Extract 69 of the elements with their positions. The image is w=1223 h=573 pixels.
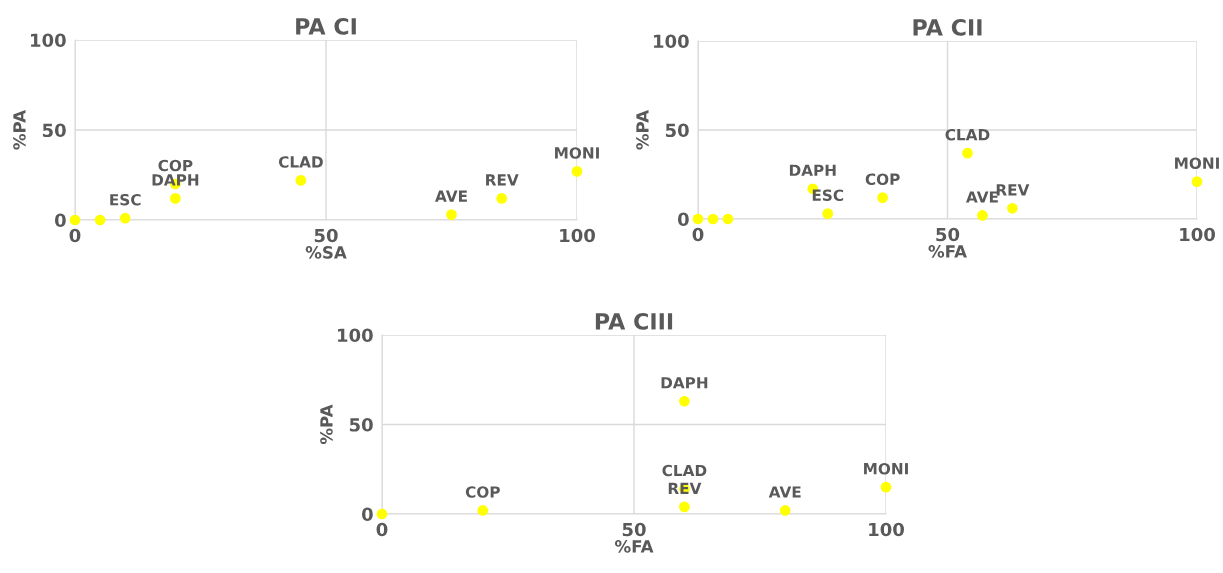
point — [1191, 176, 1203, 187]
x-tick-label: 100 — [869, 522, 904, 537]
annotation: REV — [996, 184, 1030, 196]
point — [1007, 202, 1018, 214]
x-axis-title: %SA — [305, 246, 347, 259]
x-tick-label: 50 — [622, 522, 646, 537]
point — [170, 193, 181, 204]
annotation: AVE — [768, 486, 801, 498]
x-tick-label: 100 — [560, 228, 595, 243]
y-tick-label: 0 — [361, 507, 373, 522]
point — [94, 214, 106, 226]
y-tick-label: 0 — [677, 212, 689, 227]
annotation: MONI — [1175, 157, 1219, 169]
y-tick-label: 0 — [54, 213, 66, 228]
annotation: DAPH — [661, 377, 708, 389]
annotation: COP — [465, 486, 500, 498]
annotation: ESC — [812, 189, 844, 201]
chart-title: PA CII — [913, 18, 982, 36]
annotation: DAPH — [152, 174, 199, 186]
annotation: MONI — [864, 462, 908, 475]
point — [119, 212, 131, 224]
y-tick-label: 100 — [31, 33, 66, 48]
annotation: COP — [158, 159, 193, 172]
y-axis-title: %PA — [13, 109, 26, 150]
point — [679, 501, 690, 513]
point — [962, 147, 973, 159]
y-tick-label: 50 — [42, 123, 66, 138]
point — [295, 175, 307, 186]
annotation: CLAD — [278, 156, 323, 168]
y-axis-title: %PA — [636, 109, 649, 150]
point — [446, 209, 457, 220]
y-tick-label: 50 — [349, 417, 373, 432]
annotation: ESC — [110, 193, 141, 206]
y-tick-label: 100 — [338, 328, 373, 343]
x-tick-label: 100 — [1180, 227, 1215, 242]
annotation: AVE — [965, 191, 998, 203]
point — [822, 208, 834, 220]
x-tick-label: 0 — [69, 228, 81, 243]
point — [69, 214, 81, 226]
point — [877, 192, 888, 203]
x-axis-title: %FA — [615, 540, 654, 553]
x-tick-label: 50 — [936, 227, 960, 242]
x-tick-label: 0 — [692, 227, 704, 242]
x-axis-title: %FA — [928, 245, 967, 258]
annotation: MONI — [555, 147, 599, 159]
point — [692, 213, 704, 225]
point — [880, 481, 892, 493]
chart-title: PA CIII — [595, 312, 673, 330]
point — [722, 213, 734, 225]
point — [496, 193, 508, 204]
y-axis-title: %PA — [320, 404, 333, 445]
annotation: AVE — [435, 190, 467, 202]
annotation: CLAD — [945, 128, 990, 141]
annotation: DAPH — [789, 164, 836, 176]
annotation: COP — [865, 173, 900, 185]
point — [571, 166, 583, 177]
x-tick-label: 50 — [314, 228, 338, 243]
point — [977, 210, 988, 221]
annotation: CLAD — [662, 464, 707, 477]
point — [779, 505, 791, 516]
annotation: REV — [486, 174, 519, 186]
point — [679, 395, 690, 407]
point — [707, 213, 719, 225]
y-tick-label: 100 — [654, 34, 689, 49]
y-tick-label: 50 — [665, 123, 689, 138]
point — [376, 508, 388, 520]
x-tick-label: 0 — [376, 522, 388, 537]
point — [477, 505, 489, 516]
chart-title: PA CI — [296, 17, 356, 35]
